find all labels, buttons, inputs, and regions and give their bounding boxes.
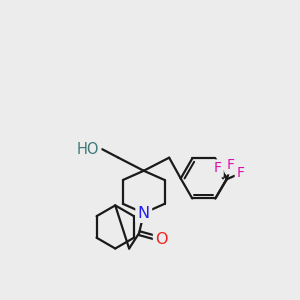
Text: O: O — [155, 232, 168, 247]
Text: F: F — [237, 166, 245, 180]
Text: F: F — [227, 158, 235, 172]
Text: N: N — [138, 206, 150, 220]
Text: HO: HO — [76, 142, 99, 157]
Text: F: F — [214, 161, 222, 176]
